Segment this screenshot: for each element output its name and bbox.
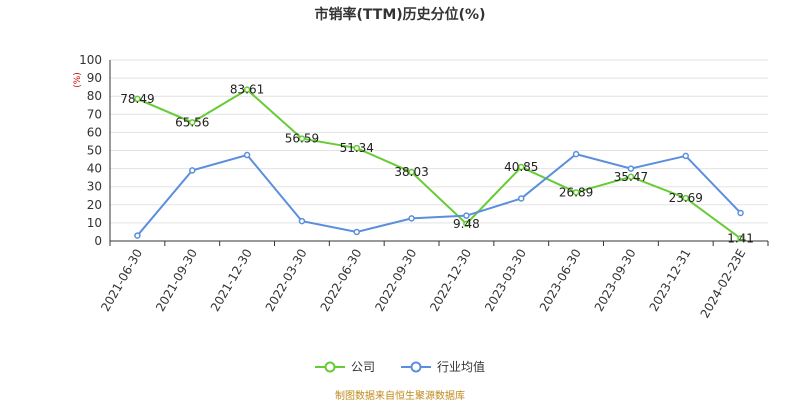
data-label-0-9: 35.47	[614, 170, 648, 184]
series-1-point-11	[737, 209, 744, 217]
data-label-0-0: 78.49	[120, 92, 154, 106]
y-tick-label-2: 20	[87, 198, 102, 212]
x-tick-label-8: 2023-06-30	[537, 247, 584, 314]
series-1-point-10	[682, 152, 689, 160]
chart-title: 市销率(TTM)历史分位(%)	[314, 7, 486, 23]
y-tick-label-6: 60	[87, 125, 102, 139]
x-tick-label-11: 2024-02-23E	[698, 247, 749, 321]
y-tick-label-1: 10	[87, 216, 102, 230]
series-0-point-6	[463, 220, 470, 228]
x-tick-label-5: 2022-09-30	[372, 247, 419, 314]
legend-swatch-industry	[401, 361, 431, 372]
data-label-0-4: 51.34	[340, 141, 374, 155]
legend-label-company: 公司	[350, 360, 375, 374]
series-0-point-7	[518, 163, 525, 171]
legend-item-industry[interactable]: 行业均值	[401, 358, 485, 375]
series-1-point-0	[134, 232, 141, 239]
series-line-1	[136, 153, 742, 237]
series-0-point-11	[737, 235, 744, 242]
y-tick-label-7: 70	[87, 107, 102, 121]
series-1-point-2	[243, 151, 251, 159]
series-0-point-1	[189, 119, 196, 126]
series-1-point-6	[463, 212, 470, 219]
y-tick-label-0: 0	[94, 234, 102, 248]
x-tick-label-3: 2022-03-30	[263, 247, 310, 314]
data-label-0-1: 65.56	[175, 115, 209, 129]
x-tick-label-2: 2021-12-30	[208, 246, 255, 313]
y-tick-label-10: 100	[79, 53, 102, 67]
x-tick-label-0: 2021-06-30	[98, 247, 145, 314]
source-note: 制图数据来自恒生聚源数据库	[335, 391, 465, 402]
series-1-point-5	[408, 215, 415, 222]
series-0-point-2	[243, 86, 251, 93]
y-tick-label-9: 90	[87, 71, 102, 85]
x-tick-label-6: 2022-12-30	[427, 246, 474, 313]
x-tick-label-10: 2023-12-31	[647, 247, 694, 314]
x-tick-label-4: 2022-06-30	[318, 247, 365, 314]
series-0-point-0	[134, 95, 141, 103]
x-tick-label-9: 2023-09-30	[592, 247, 639, 314]
data-label-0-2: 83.61	[230, 83, 264, 97]
data-label-0-6: 9.48	[453, 217, 480, 231]
series-1-point-8	[572, 150, 580, 158]
series-0-point-3	[298, 135, 306, 142]
legend: 公司 行业均值	[0, 358, 800, 375]
series-1-point-7	[518, 195, 525, 202]
series-0-point-4	[353, 144, 360, 152]
x-tick-label-7: 2023-03-30	[482, 247, 529, 314]
series-1-point-3	[298, 217, 306, 225]
data-label-0-10: 23.69	[669, 191, 703, 205]
series-0-point-10	[682, 194, 689, 202]
y-axis-label: (%)	[73, 72, 83, 88]
series-1-point-4	[353, 228, 360, 236]
legend-label-industry: 行业均值	[437, 360, 486, 374]
legend-item-company[interactable]: 公司	[314, 358, 375, 375]
y-tick-label-4: 40	[87, 162, 102, 176]
series-line-0	[137, 88, 742, 240]
legend-swatch-company	[314, 361, 345, 372]
x-tick-label-1: 2021-09-30	[153, 247, 200, 314]
series-0-point-5	[408, 168, 415, 176]
series-1-point-1	[189, 167, 196, 174]
data-label-0-5: 38.03	[394, 165, 428, 179]
y-tick-label-3: 30	[87, 180, 102, 194]
series-0-point-8	[572, 189, 580, 196]
data-label-0-11: 1.41	[727, 231, 754, 245]
series-0-point-9	[627, 173, 635, 181]
y-tick-label-5: 50	[87, 144, 102, 158]
series-1-point-9	[627, 165, 635, 172]
data-label-0-7: 40.85	[504, 160, 538, 174]
data-label-0-8: 26.89	[559, 185, 593, 199]
y-tick-label-8: 80	[87, 89, 102, 103]
data-label-0-3: 56.59	[285, 132, 319, 146]
